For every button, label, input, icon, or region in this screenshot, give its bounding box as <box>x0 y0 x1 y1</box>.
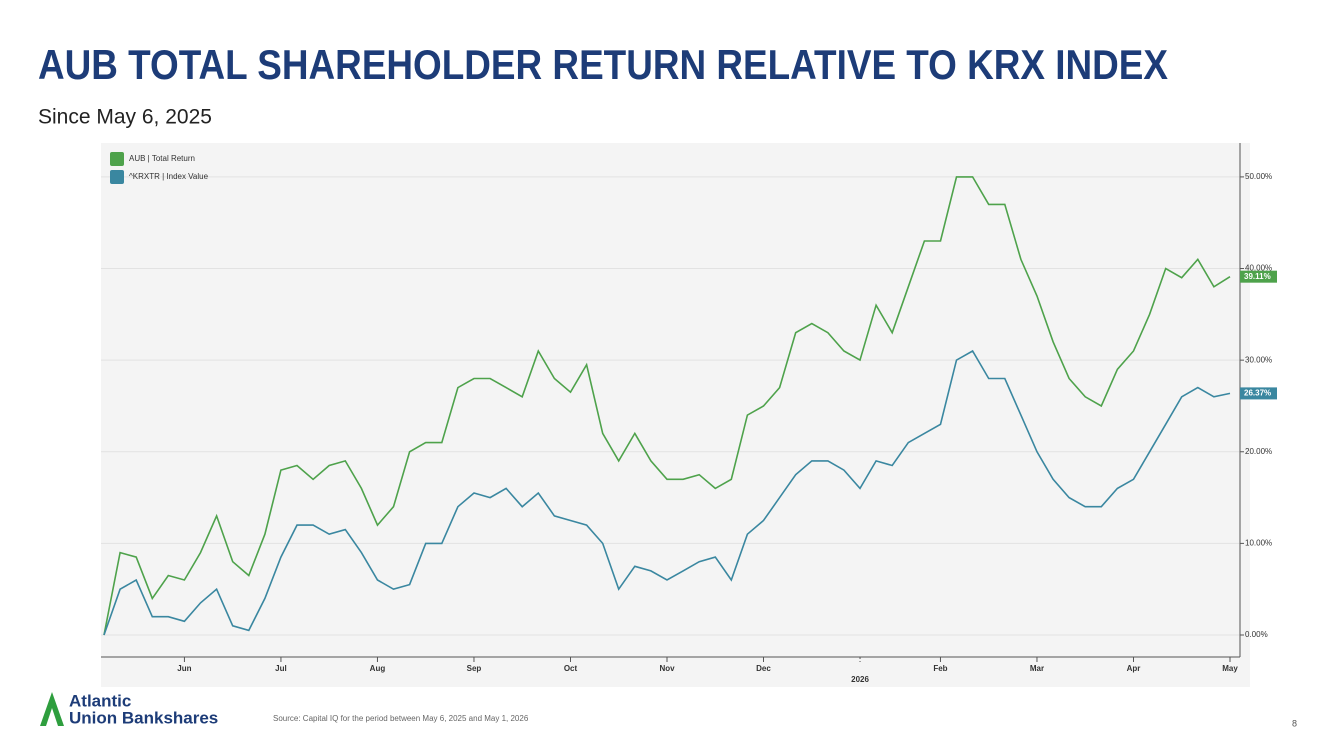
end-label-box <box>1240 270 1277 283</box>
page-number: 8 <box>1292 718 1297 728</box>
x-tick-label: Jul <box>275 664 287 673</box>
y-tick-label: 30.00% <box>1245 355 1272 364</box>
series-line <box>103 349 1231 636</box>
x-tick-label: Aug <box>370 664 386 673</box>
legend-swatch <box>110 152 124 166</box>
end-label: 39.11% <box>1244 272 1271 281</box>
x-tick-label: Apr <box>1127 664 1141 673</box>
x-tick-label: May <box>1222 664 1238 673</box>
legend-label: AUB | Total Return <box>129 154 195 163</box>
x-tick-label: Sep <box>467 664 482 673</box>
title: AUB TOTAL SHAREHOLDER RETURN RELATIVE TO… <box>38 41 1168 88</box>
logo-text: Atlantic <box>69 691 131 710</box>
end-label: 26.37% <box>1244 389 1271 398</box>
x-tick-label: Oct <box>564 664 578 673</box>
y-tick-label: 50.00% <box>1245 172 1272 181</box>
subtitle: Since May 6, 2025 <box>38 106 212 129</box>
y-tick-label: 10.00% <box>1245 538 1272 547</box>
y-tick-label: 20.00% <box>1245 447 1272 456</box>
logo-icon <box>40 692 64 726</box>
x-tick-label: Dec <box>756 664 771 673</box>
x-tick-label: Nov <box>659 664 675 673</box>
y-tick-label: 40.00% <box>1245 264 1272 273</box>
end-label-box <box>1240 387 1277 400</box>
series-line <box>103 176 1231 636</box>
x-tick-label: Mar <box>1030 664 1044 673</box>
logo-text: Union Bankshares <box>69 708 218 727</box>
x-tick-label: Feb <box>933 664 947 673</box>
plot-background <box>101 143 1250 687</box>
source: Source: Capital IQ for the period betwee… <box>273 714 529 723</box>
x-tick-label: Jun <box>177 664 191 673</box>
x-tick-label: 2026 <box>851 675 869 684</box>
legend-swatch <box>110 170 124 184</box>
y-tick-label: 0.00% <box>1245 630 1268 639</box>
legend-label: ^KRXTR | Index Value <box>129 172 209 181</box>
